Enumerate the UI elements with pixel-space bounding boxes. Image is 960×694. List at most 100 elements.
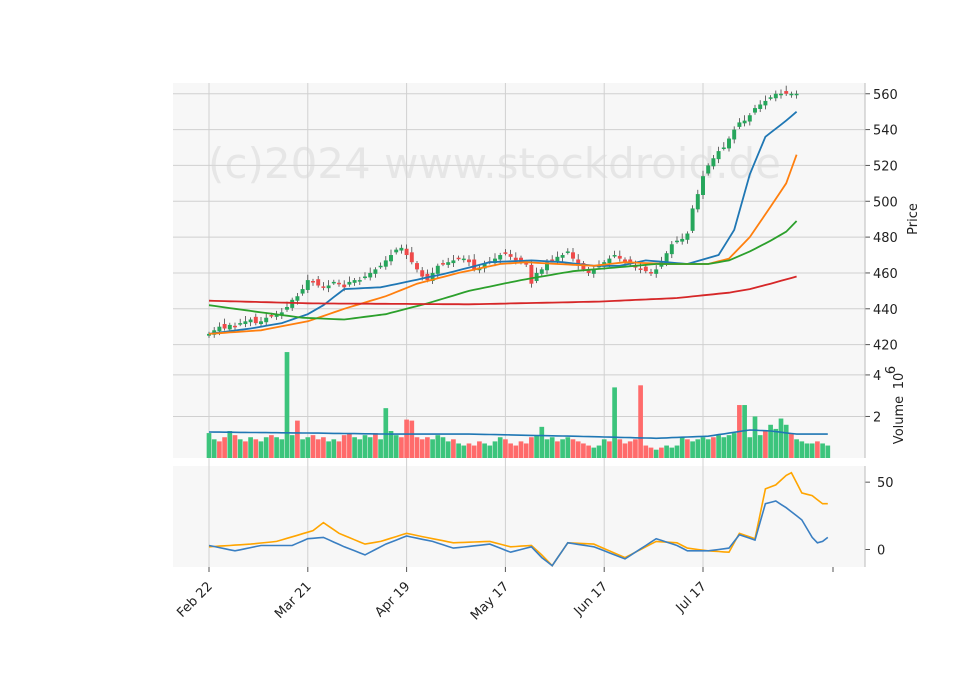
volume-bar	[289, 435, 295, 458]
candle	[493, 253, 497, 267]
candle	[461, 255, 466, 263]
candle	[732, 126, 737, 144]
volume-bar	[565, 437, 571, 458]
candle-body	[285, 306, 289, 310]
candle-body	[617, 255, 622, 259]
volume-bar	[253, 439, 259, 458]
candle-body	[446, 262, 451, 265]
candle	[758, 100, 763, 113]
candle-body	[747, 115, 752, 122]
candle-body	[586, 270, 591, 273]
volume-bar	[711, 437, 716, 458]
price-tick-label: 460	[873, 267, 898, 282]
indicator-tick-label: 50	[877, 476, 894, 491]
indicator-line-orange	[208, 471, 828, 567]
candle-body	[456, 257, 461, 260]
candle	[357, 276, 362, 285]
volume-bar	[825, 445, 831, 458]
volume-bar	[820, 443, 825, 458]
candle-body	[524, 263, 529, 265]
candle	[331, 279, 336, 285]
candle	[768, 95, 773, 101]
candle-body	[378, 265, 383, 268]
candle-body	[222, 324, 227, 329]
price-tick-label: 420	[873, 339, 898, 354]
candle-body	[300, 289, 305, 294]
candle	[264, 312, 269, 327]
candle-body	[649, 272, 653, 274]
volume-bar	[300, 439, 305, 458]
volume-bar	[258, 441, 264, 458]
price-tick-label: 540	[873, 124, 898, 139]
volume-bar	[466, 443, 472, 458]
volume-bar	[461, 445, 467, 458]
candle	[363, 272, 367, 280]
volume-bar	[326, 441, 331, 458]
candle-body	[695, 194, 700, 210]
candle	[238, 318, 243, 327]
volume-bar	[622, 443, 628, 458]
candle-body	[248, 319, 253, 323]
candle-body	[758, 104, 763, 109]
candle-body	[732, 129, 737, 140]
candle-body	[279, 312, 284, 316]
candle	[706, 163, 711, 176]
volume-bar	[409, 420, 415, 458]
candle-body	[420, 270, 425, 277]
candle	[690, 205, 695, 233]
candle-body	[550, 259, 555, 262]
volume-bar	[752, 416, 758, 458]
candle	[727, 136, 731, 152]
volume-bar	[456, 443, 461, 458]
volume-bar	[518, 441, 524, 458]
candle-body	[409, 252, 414, 263]
candle	[779, 89, 783, 99]
price-panel-bg	[173, 83, 865, 350]
volume-tick-label: 2	[873, 410, 881, 425]
volume-bar	[633, 439, 638, 458]
volume-bar	[492, 441, 498, 458]
volume-bar	[393, 435, 399, 458]
candle	[721, 142, 726, 151]
candle	[643, 264, 648, 274]
volume-bar	[575, 441, 581, 458]
price-tick-label: 500	[873, 195, 898, 210]
candle	[560, 252, 565, 262]
candle-body	[513, 257, 518, 261]
candle	[441, 259, 445, 267]
panel-backgrounds	[173, 83, 865, 567]
candle-body	[753, 108, 757, 113]
candle-body	[451, 260, 456, 264]
candle	[321, 282, 326, 291]
volume-axis-exponent-power: 6	[884, 366, 899, 374]
volume-bar	[279, 439, 285, 458]
candle	[685, 231, 690, 244]
candle	[368, 267, 373, 281]
volume-bar	[310, 435, 316, 458]
volume-bar	[757, 435, 763, 458]
volume-bar	[419, 439, 425, 458]
candle-body	[274, 314, 279, 317]
volume-bar	[560, 439, 565, 458]
candle-body	[539, 269, 544, 274]
candle	[300, 284, 305, 296]
candle	[394, 247, 399, 255]
volume-bar	[789, 433, 794, 458]
candle-body	[331, 281, 336, 284]
volume-bar	[435, 435, 441, 458]
candle-body	[383, 260, 388, 267]
volume-bar	[643, 445, 649, 458]
candle	[586, 267, 591, 276]
candle-body	[259, 321, 263, 325]
x-tick-label: Apr 19	[372, 579, 413, 620]
candle	[389, 249, 393, 266]
volume-bar	[315, 439, 321, 458]
candle-body	[701, 176, 705, 195]
candle	[399, 244, 404, 254]
volume-bar	[508, 443, 513, 458]
candle	[617, 250, 622, 262]
candle-body	[373, 269, 378, 274]
volume-bar	[243, 441, 248, 458]
candle-body	[654, 269, 659, 274]
